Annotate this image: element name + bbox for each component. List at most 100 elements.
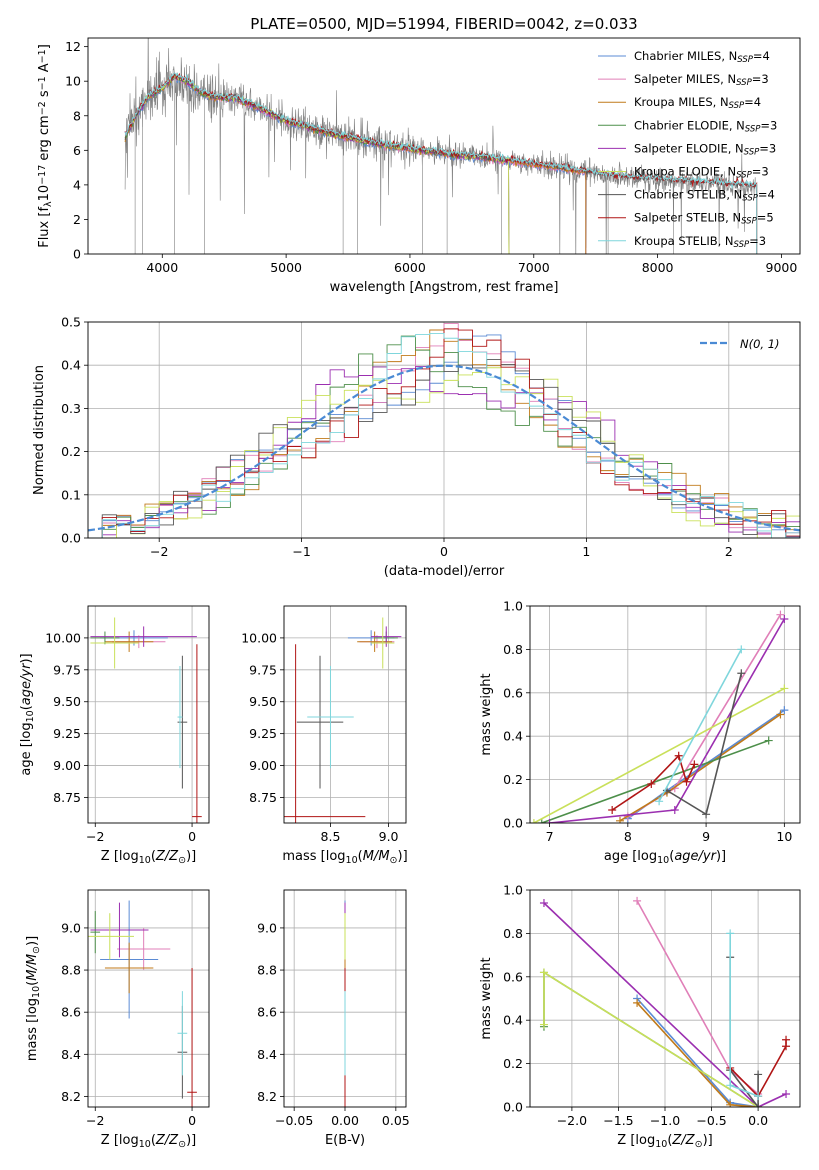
x-tick-label: 0.05 [382, 1113, 410, 1128]
legend-label-kroupa-stelib: Kroupa STELIB, NSSP=3 [634, 234, 766, 250]
plot-area [284, 617, 402, 823]
residual-hist-salpeter-stelib [88, 328, 800, 538]
y-tick-label: 9.25 [53, 726, 81, 741]
weight-marker-salpeter-elodie [670, 805, 679, 814]
legend-nssp-sub: SSP [741, 217, 757, 227]
y-tick-label: 0.3 [61, 401, 81, 416]
legend-label-salpeter-miles: Salpeter MILES, NSSP=3 [634, 72, 769, 88]
label-part: A [37, 63, 52, 76]
y-tick-label: 0.4 [503, 1013, 523, 1028]
label-part: )] [703, 1133, 713, 1148]
y-tick-label: 0.0 [503, 1100, 523, 1115]
weight-marker-kroupa-stelib [726, 1081, 735, 1090]
weight-marker-salpeter-stelib [690, 760, 699, 769]
x-tick-label: 5000 [270, 260, 302, 275]
legend-series-name: Kroupa STELIB, N [634, 234, 734, 248]
label-part: ( [151, 1133, 156, 1148]
y-axis-label: Flux [fλ​10−17 erg cm−2 s−1 A−1] [37, 44, 54, 248]
legend-nssp-value: =3 [752, 165, 769, 179]
spectrum-panel: 4000 5000 6000 7000 8000 9000 0 2 4 6 8 10 12 wavelen… [37, 37, 801, 295]
label-part: M/M [25, 954, 40, 981]
y-tick-label: 0.1 [61, 487, 81, 502]
age-vs-z-panel: −2 0 8.75 9.00 9.25 9.50 9.75 10.00 Z [log10​(Z/… [19, 605, 210, 866]
gaussian-curve [88, 364, 800, 532]
weight-marker-kroupa-stelib [655, 797, 664, 806]
legend-nssp-sub: SSP [742, 194, 758, 204]
weight-marker-salpeter-elodie [545, 819, 554, 823]
y-tick-label: 8.75 [249, 790, 277, 805]
label-part: ⊙ [31, 946, 42, 954]
y-tick-label: 8.2 [61, 1089, 81, 1104]
x-tick-label: 4000 [146, 260, 178, 275]
x-tick-label: −2.0 [557, 1113, 587, 1128]
y-tick-label: 0.4 [503, 729, 523, 744]
mass-vs-z-panel: −2 0 8.2 8.4 8.6 8.8 9.0 Z [log10​(Z/Z⊙​)] mass … [25, 889, 210, 1150]
weight-marker-salpeter-miles [633, 896, 642, 905]
y-tick-label: 8.2 [257, 1089, 277, 1104]
y-axis-label: age [log10​(age/yr)] [19, 653, 36, 775]
axes-frame [87, 889, 210, 1108]
weight-marker-kroupa-elodie [780, 684, 789, 693]
weight-vs-age-panel: 7 8 9 10 0.0 0.2 0.4 0.6 0.8 1.0 age [log10​(age/y… [479, 599, 801, 866]
label-part: ⊙ [695, 1139, 703, 1150]
y-tick-label: 10 [65, 74, 81, 89]
weight-marker-salpeter-elodie [780, 615, 789, 624]
label-part: age/yr [674, 849, 717, 864]
x-axis-label: age [log10​(age/yr)] [604, 849, 726, 866]
y-tick-label: 8.6 [61, 1005, 81, 1020]
y-tick-label: 0.8 [503, 926, 523, 941]
y-tick-label: 8.8 [61, 963, 81, 978]
label-part: )] [398, 849, 408, 864]
legend-label-salpeter-stelib: Salpeter STELIB, NSSP=5 [634, 211, 774, 227]
weight-marker-kroupa-stelib [737, 645, 746, 654]
plot-area [530, 610, 789, 823]
weight-marker-chabrier-miles [780, 706, 789, 715]
x-tick-label: 9.0 [379, 829, 399, 844]
weight-line-chabrier-elodie [541, 739, 769, 823]
y-tick-label: 0 [73, 247, 81, 262]
y-tick-label: 9.50 [53, 694, 81, 709]
x-tick-label: −2 [86, 829, 104, 844]
label-part: Z/Z [671, 1133, 695, 1148]
weight-marker-kroupa-elodie [530, 819, 538, 823]
weight-marker-salpeter-elodie [782, 1089, 791, 1098]
y-tick-label: 9.0 [61, 920, 81, 935]
legend-label-chabrier-stelib: Chabrier STELIB, NSSP=4 [634, 188, 775, 204]
legend-nssp-sub: SSP [736, 171, 752, 181]
weight-marker-kroupa-miles [776, 710, 785, 719]
y-tick-label: 2 [73, 212, 81, 227]
legend-series-name: Salpeter MILES, N [634, 72, 736, 86]
label-part: ( [25, 981, 40, 986]
label-part: ( [669, 849, 674, 864]
spectrum-title: PLATE=0500, MJD=51994, FIBERID=0042, z=0… [250, 15, 637, 33]
label-part: Z [log [101, 1133, 139, 1148]
x-tick-label: 0.00 [331, 1113, 359, 1128]
legend-nssp-value: =3 [759, 141, 776, 155]
axes-frame [529, 605, 801, 824]
x-tick-label: 7 [546, 829, 554, 844]
axes-frame [87, 605, 210, 824]
label-part: mass [log [282, 849, 345, 864]
x-axis-label: wavelength [Angstrom, rest frame] [330, 280, 559, 295]
x-tick-label: 1 [582, 544, 590, 559]
legend-label-kroupa-elodie: Kroupa ELODIE, NSSP=3 [634, 165, 769, 181]
x-tick-label: 8 [624, 829, 632, 844]
mass-vs-ebv-panel: −0.05 0.00 0.05 8.2 8.4 8.6 8.8 9.0 E(B-V) [257, 889, 410, 1148]
label-part: ⊙ [390, 855, 398, 866]
label-part: erg cm [37, 115, 52, 164]
y-tick-label: 8.8 [257, 963, 277, 978]
y-tick-label: 9.50 [249, 694, 277, 709]
label-part: −2 [37, 101, 48, 115]
weight-marker-kroupa-elodie [539, 1020, 548, 1029]
axes-frame [87, 37, 801, 255]
label-part: Z [log [101, 849, 139, 864]
y-tick-label: 8.75 [53, 790, 81, 805]
weight-marker-salpeter-stelib [608, 805, 617, 814]
y-tick-label: 8.4 [257, 1047, 277, 1062]
label-part: Flux [f [37, 207, 52, 248]
weight-marker-chabrier-stelib [754, 1070, 763, 1079]
y-tick-label: 9.25 [249, 726, 277, 741]
label-part: 10 [139, 855, 151, 866]
